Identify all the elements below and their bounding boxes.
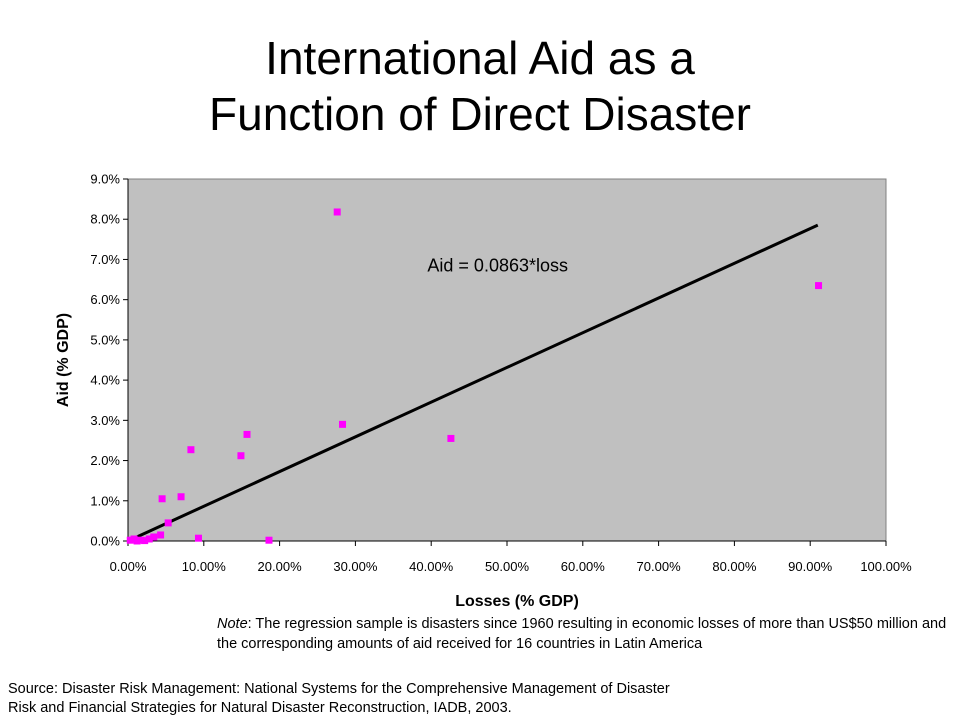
- y-tick-label: 7.0%: [90, 252, 120, 267]
- data-point: [164, 519, 172, 527]
- title-line-2: Function of Direct Disaster: [209, 88, 751, 140]
- trendline: [127, 223, 819, 543]
- source-line-2: Risk and Financial Strategies for Natura…: [8, 700, 512, 716]
- note-lead: Note: [217, 616, 248, 632]
- data-point: [157, 531, 165, 539]
- data-point: [187, 446, 195, 454]
- x-tick-label: 40.00%: [409, 559, 454, 574]
- x-tick-label: 20.00%: [258, 559, 303, 574]
- data-point: [265, 536, 273, 544]
- note-text: : The regression sample is disasters sin…: [217, 616, 947, 652]
- x-axis-title: Losses (% GDP): [455, 593, 579, 610]
- x-tick-label: 50.00%: [485, 559, 530, 574]
- y-tick-label: 2.0%: [90, 453, 120, 468]
- data-point: [815, 282, 823, 290]
- data-point: [133, 537, 141, 545]
- x-tick-label: 60.00%: [561, 559, 606, 574]
- data-point: [141, 537, 149, 545]
- y-tick-label: 3.0%: [90, 413, 120, 428]
- regression-note: Note: The regression sample is disasters…: [217, 614, 957, 654]
- x-tick-label: 100.00%: [860, 559, 912, 574]
- x-tick-label: 90.00%: [788, 559, 833, 574]
- title-line-1: International Aid as a: [265, 32, 695, 84]
- data-point: [126, 536, 134, 544]
- data-point: [339, 420, 347, 428]
- y-tick-label: 6.0%: [90, 292, 120, 307]
- source-citation: Source: Disaster Risk Management: Nation…: [8, 680, 948, 718]
- x-tick-label: 10.00%: [182, 559, 227, 574]
- y-tick-label: 4.0%: [90, 373, 120, 388]
- y-tick-label: 9.0%: [90, 172, 120, 187]
- slide-title: International Aid as a Function of Direc…: [0, 30, 960, 142]
- y-tick-label: 8.0%: [90, 212, 120, 227]
- data-point: [333, 208, 341, 216]
- data-point: [150, 533, 158, 541]
- plot-area: [127, 178, 887, 542]
- y-tick-label: 5.0%: [90, 332, 120, 347]
- data-point: [237, 452, 245, 460]
- data-point: [447, 434, 455, 442]
- y-axis-title: Aid (% GDP): [55, 313, 72, 407]
- x-tick-label: 80.00%: [712, 559, 757, 574]
- data-point: [177, 493, 185, 501]
- data-point: [243, 430, 251, 438]
- x-tick-label: 0.00%: [110, 559, 147, 574]
- x-tick-label: 70.00%: [637, 559, 682, 574]
- data-point: [137, 536, 145, 544]
- trendline-equation: Aid = 0.0863*loss: [427, 256, 568, 276]
- data-point: [145, 535, 153, 543]
- source-line-1: Source: Disaster Risk Management: Nation…: [8, 681, 670, 697]
- data-point: [194, 534, 202, 542]
- y-tick-label: 1.0%: [90, 493, 120, 508]
- data-point: [158, 495, 166, 503]
- x-tick-label: 30.00%: [333, 559, 378, 574]
- y-tick-label: 0.0%: [90, 534, 120, 549]
